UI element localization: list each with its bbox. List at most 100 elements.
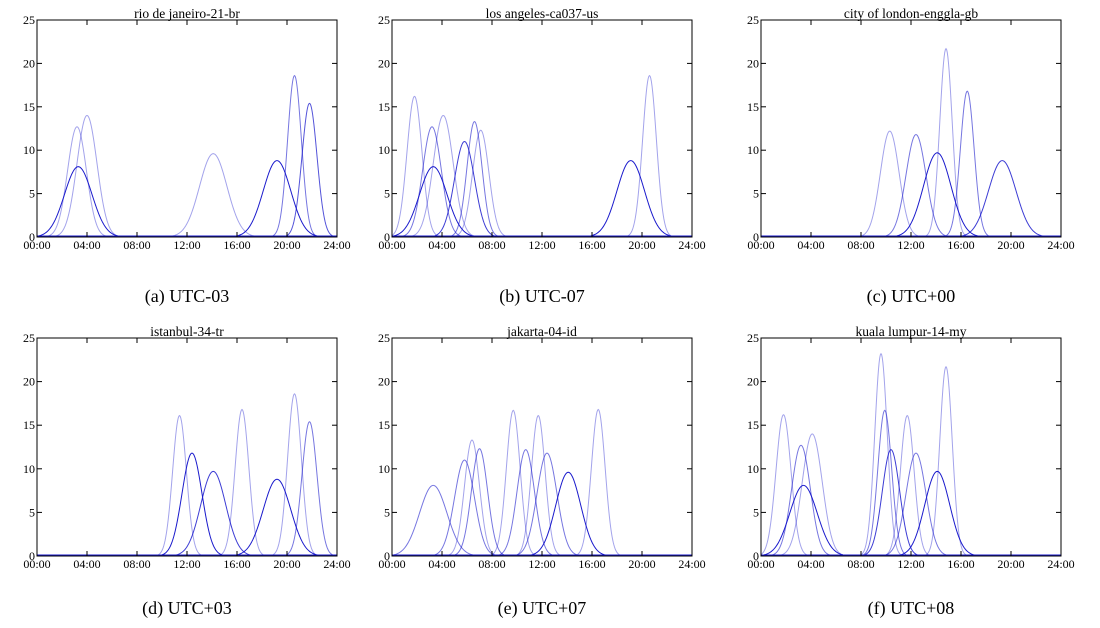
y-tick-label: 25 [747,331,759,345]
y-tick-label: 20 [378,375,390,389]
plot-frame [760,19,1062,238]
x-tick-label: 20:00 [628,238,655,252]
y-tick-label: 15 [23,418,35,432]
x-tick-label: 08:00 [478,238,505,252]
plot-frame [760,337,1062,557]
series-line [37,102,338,238]
x-tick-label: 24:00 [323,238,350,252]
series-line [392,74,692,238]
x-tick-label: 04:00 [797,557,824,571]
y-tick-label: 20 [747,375,759,389]
y-tick-label: 0 [29,230,35,244]
x-tick-label: 12:00 [528,557,555,571]
y-tick-label: 15 [747,100,759,114]
subfigure-caption: (a) UTC-03 [145,286,229,307]
series-line [761,47,1061,238]
x-tick-label: 08:00 [123,557,150,571]
series-line [761,134,1061,238]
x-tick-label: 12:00 [897,238,924,252]
chart-title: jakarta-04-id [506,324,577,339]
subfigure-caption: (c) UTC+00 [867,286,956,307]
x-tick-label: 24:00 [678,238,705,252]
series-line [760,484,1061,557]
y-tick-label: 25 [747,13,759,27]
series-line [391,95,692,238]
x-tick-label: 00:00 [23,557,50,571]
plot-frame [36,337,338,557]
y-tick-label: 10 [747,143,759,157]
chart-title: kuala lumpur-14-my [855,324,966,339]
x-tick-label: 16:00 [578,238,605,252]
y-tick-label: 25 [23,331,35,345]
plot-frame [391,337,693,557]
subfigure-caption: (f) UTC+08 [868,598,955,619]
series-line [761,414,1061,557]
series-line [391,484,692,557]
plot-frame [391,19,693,238]
x-tick-label: 16:00 [223,238,250,252]
x-tick-label: 24:00 [1047,557,1074,571]
x-tick-label: 04:00 [73,557,100,571]
subfigure-caption: (e) UTC+07 [498,598,587,619]
chart-panel: 00:00 04:00 08:00 12:00 16:00 20:00 24:00 0 5 10 1… [378,324,706,619]
series-line [37,114,337,238]
x-tick-label: 08:00 [123,238,150,252]
x-tick-label: 04:00 [428,238,455,252]
series-line [392,459,692,557]
y-tick-label: 5 [29,505,35,519]
x-tick-label: 00:00 [378,557,405,571]
x-tick-label: 12:00 [897,557,924,571]
x-tick-label: 12:00 [528,238,555,252]
y-tick-label: 0 [29,549,35,563]
y-tick-label: 10 [23,143,35,157]
series-line [391,126,692,238]
y-tick-label: 0 [384,230,390,244]
x-tick-label: 08:00 [847,238,874,252]
series-line [37,74,337,238]
y-tick-label: 20 [747,56,759,70]
y-tick-label: 20 [23,56,35,70]
chart-panel: 00:00 04:00 08:00 12:00 16:00 20:00 24:00 0 5 10 1… [747,6,1075,307]
chart-title: rio de janeiro-21-br [134,6,240,21]
x-tick-label: 16:00 [223,557,250,571]
y-tick-label: 20 [23,375,35,389]
x-tick-label: 04:00 [428,557,455,571]
chart-panel: 00:00 04:00 08:00 12:00 16:00 20:00 24:00 0 5 10 1… [23,6,351,307]
y-tick-label: 5 [384,187,390,201]
y-tick-label: 10 [747,462,759,476]
x-tick-label: 00:00 [747,238,774,252]
series-line [392,140,692,238]
x-tick-label: 12:00 [173,557,200,571]
chart-panel: 00:00 04:00 08:00 12:00 16:00 20:00 24:00 0 5 10 1… [378,6,706,307]
y-tick-label: 25 [23,13,35,27]
chart-title: los angeles-ca037-us [486,6,599,21]
y-tick-label: 0 [753,549,759,563]
series-line [392,160,692,238]
series-line [761,160,1061,238]
series-line [37,452,337,557]
series-line [37,421,338,557]
chart-panel: 00:00 04:00 08:00 12:00 16:00 20:00 24:00 0 5 10 1… [23,324,351,619]
x-tick-label: 04:00 [73,238,100,252]
y-tick-label: 15 [378,100,390,114]
x-tick-label: 20:00 [628,557,655,571]
y-tick-label: 5 [384,505,390,519]
x-tick-label: 24:00 [678,557,705,571]
y-tick-label: 15 [747,418,759,432]
x-tick-label: 24:00 [1047,238,1074,252]
x-tick-label: 00:00 [378,238,405,252]
series-line [392,129,692,238]
y-tick-label: 10 [378,462,390,476]
series-line [36,166,337,238]
y-tick-label: 0 [384,549,390,563]
x-tick-label: 20:00 [273,238,300,252]
series-line [761,452,1061,557]
series-line [761,433,1061,557]
x-tick-label: 24:00 [323,557,350,571]
y-tick-label: 0 [753,230,759,244]
series-line [392,114,692,238]
subfigure-caption: (d) UTC+03 [142,598,232,619]
x-tick-label: 00:00 [23,238,50,252]
x-tick-label: 12:00 [173,238,200,252]
series-line [760,444,1061,557]
